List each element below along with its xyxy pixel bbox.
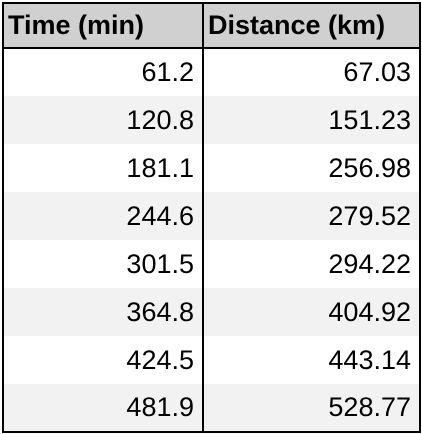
- cell-time: 424.5: [2, 336, 204, 384]
- table-row: 424.5 443.14: [2, 336, 421, 384]
- table-body: 61.2 67.03 120.8 151.23 181.1 256.98 244…: [2, 48, 421, 433]
- cell-distance: 256.98: [202, 144, 421, 192]
- cell-time: 481.9: [2, 384, 204, 433]
- cell-distance: 404.92: [202, 288, 421, 336]
- cell-distance: 528.77: [202, 384, 421, 433]
- cell-time: 61.2: [2, 48, 204, 96]
- cell-distance: 151.23: [202, 96, 421, 144]
- cell-distance: 279.52: [202, 192, 421, 240]
- column-header-distance: Distance (km): [202, 2, 421, 49]
- cell-time: 364.8: [2, 288, 204, 336]
- cell-distance: 67.03: [202, 48, 421, 96]
- table-row: 301.5 294.22: [2, 240, 421, 288]
- cell-time: 301.5: [2, 240, 204, 288]
- cell-distance: 294.22: [202, 240, 421, 288]
- cell-time: 244.6: [2, 192, 204, 240]
- cell-time: 181.1: [2, 144, 204, 192]
- cell-distance: 443.14: [202, 336, 421, 384]
- column-header-time: Time (min): [2, 2, 204, 49]
- header-row: Time (min) Distance (km): [2, 2, 421, 49]
- cell-time: 120.8: [2, 96, 204, 144]
- table-row: 61.2 67.03: [2, 48, 421, 96]
- table-row: 120.8 151.23: [2, 96, 421, 144]
- table-header: Time (min) Distance (km): [2, 2, 421, 49]
- table-row: 364.8 404.92: [2, 288, 421, 336]
- table-row: 181.1 256.98: [2, 144, 421, 192]
- table-row: 244.6 279.52: [2, 192, 421, 240]
- table-row: 481.9 528.77: [2, 384, 421, 433]
